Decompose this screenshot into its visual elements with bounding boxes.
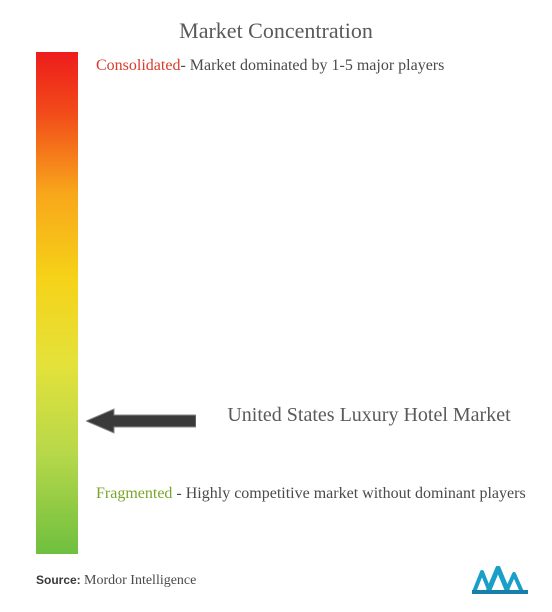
consolidated-block: Consolidated- Market dominated by 1-5 ma…	[96, 54, 528, 79]
source-line: Source: Mordor Intelligence	[36, 571, 196, 589]
fragmented-desc: - Highly competitive market without domi…	[172, 485, 525, 502]
page-title: Market Concentration	[0, 0, 552, 52]
fragmented-label: Fragmented	[96, 485, 172, 502]
market-name-label: United States Luxury Hotel Market	[210, 402, 528, 429]
consolidated-label: Consolidated	[96, 57, 180, 74]
consolidated-desc: - Market dominated by 1-5 major players	[180, 57, 444, 74]
fragmented-block: Fragmented - Highly competitive market w…	[96, 482, 536, 507]
footer: Source: Mordor Intelligence	[36, 566, 528, 594]
concentration-gradient-bar	[36, 52, 78, 554]
main-area: Consolidated- Market dominated by 1-5 ma…	[0, 52, 552, 562]
source-name: Mordor Intelligence	[84, 573, 196, 588]
source-prefix: Source:	[36, 573, 84, 587]
indicator-arrow	[86, 408, 196, 434]
arrow-left-icon	[86, 408, 196, 434]
mordor-logo-icon	[472, 566, 528, 594]
